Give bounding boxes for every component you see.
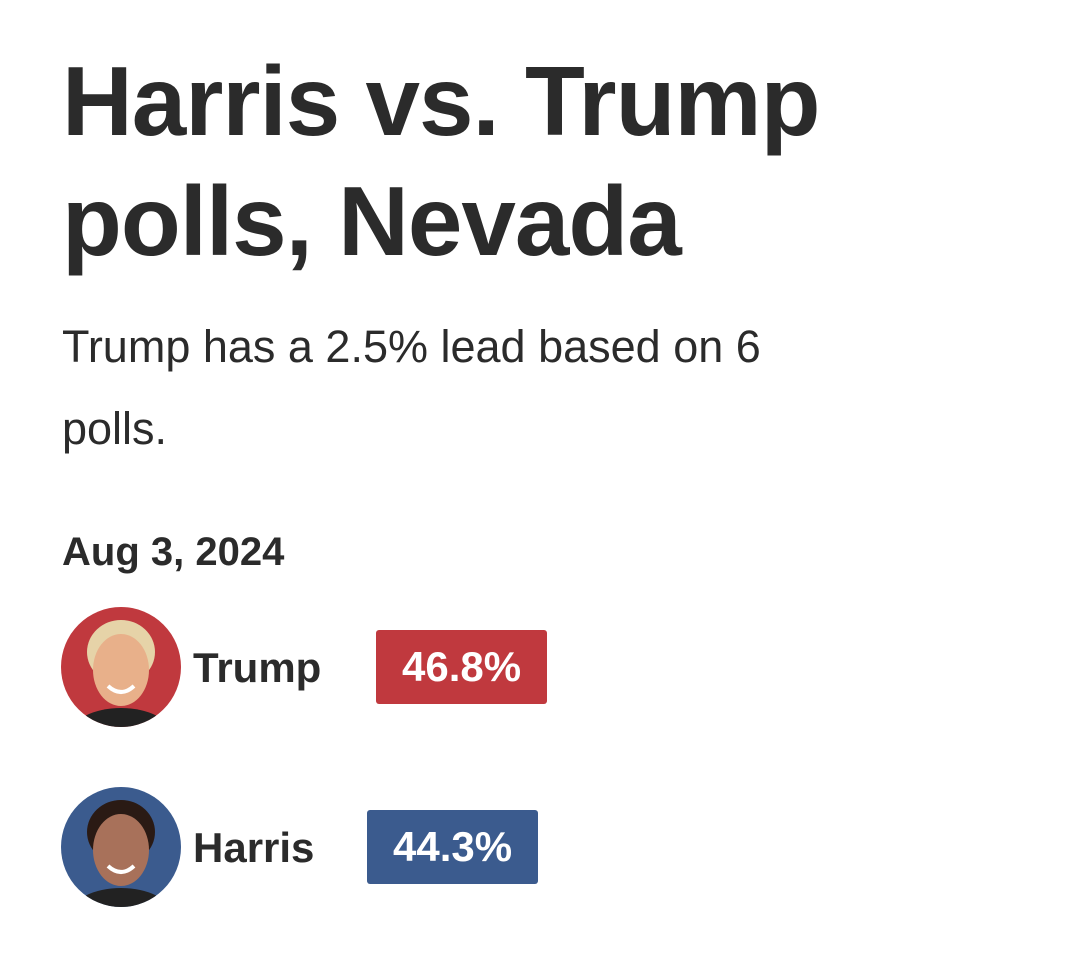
portrait-part: [93, 634, 149, 706]
portrait-part: [93, 814, 149, 886]
candidate-row: Harris 44.3%: [60, 786, 760, 908]
share-badge: 46.8%: [376, 630, 548, 704]
portrait: [71, 620, 171, 727]
candidate-name: Harris: [193, 824, 315, 871]
candidate-name: Trump: [193, 644, 322, 691]
share-badge: 44.3%: [367, 810, 539, 884]
portrait-part: [71, 888, 171, 907]
date: Aug 3, 2024: [62, 530, 285, 574]
candidate-row: Trump 46.8%: [60, 606, 760, 728]
avatar: [61, 607, 181, 727]
portrait-part: [106, 684, 136, 694]
subtitle-line: Trump has a 2.5% lead based on 6: [62, 321, 761, 372]
title-line: Harris vs. Trump: [62, 46, 820, 156]
portrait-part: [71, 708, 171, 727]
portrait: [71, 800, 171, 907]
subtitle-line: polls.: [62, 403, 168, 454]
portrait-part: [106, 864, 136, 874]
avatar: [61, 787, 181, 907]
title-line: polls, Nevada: [62, 166, 682, 276]
